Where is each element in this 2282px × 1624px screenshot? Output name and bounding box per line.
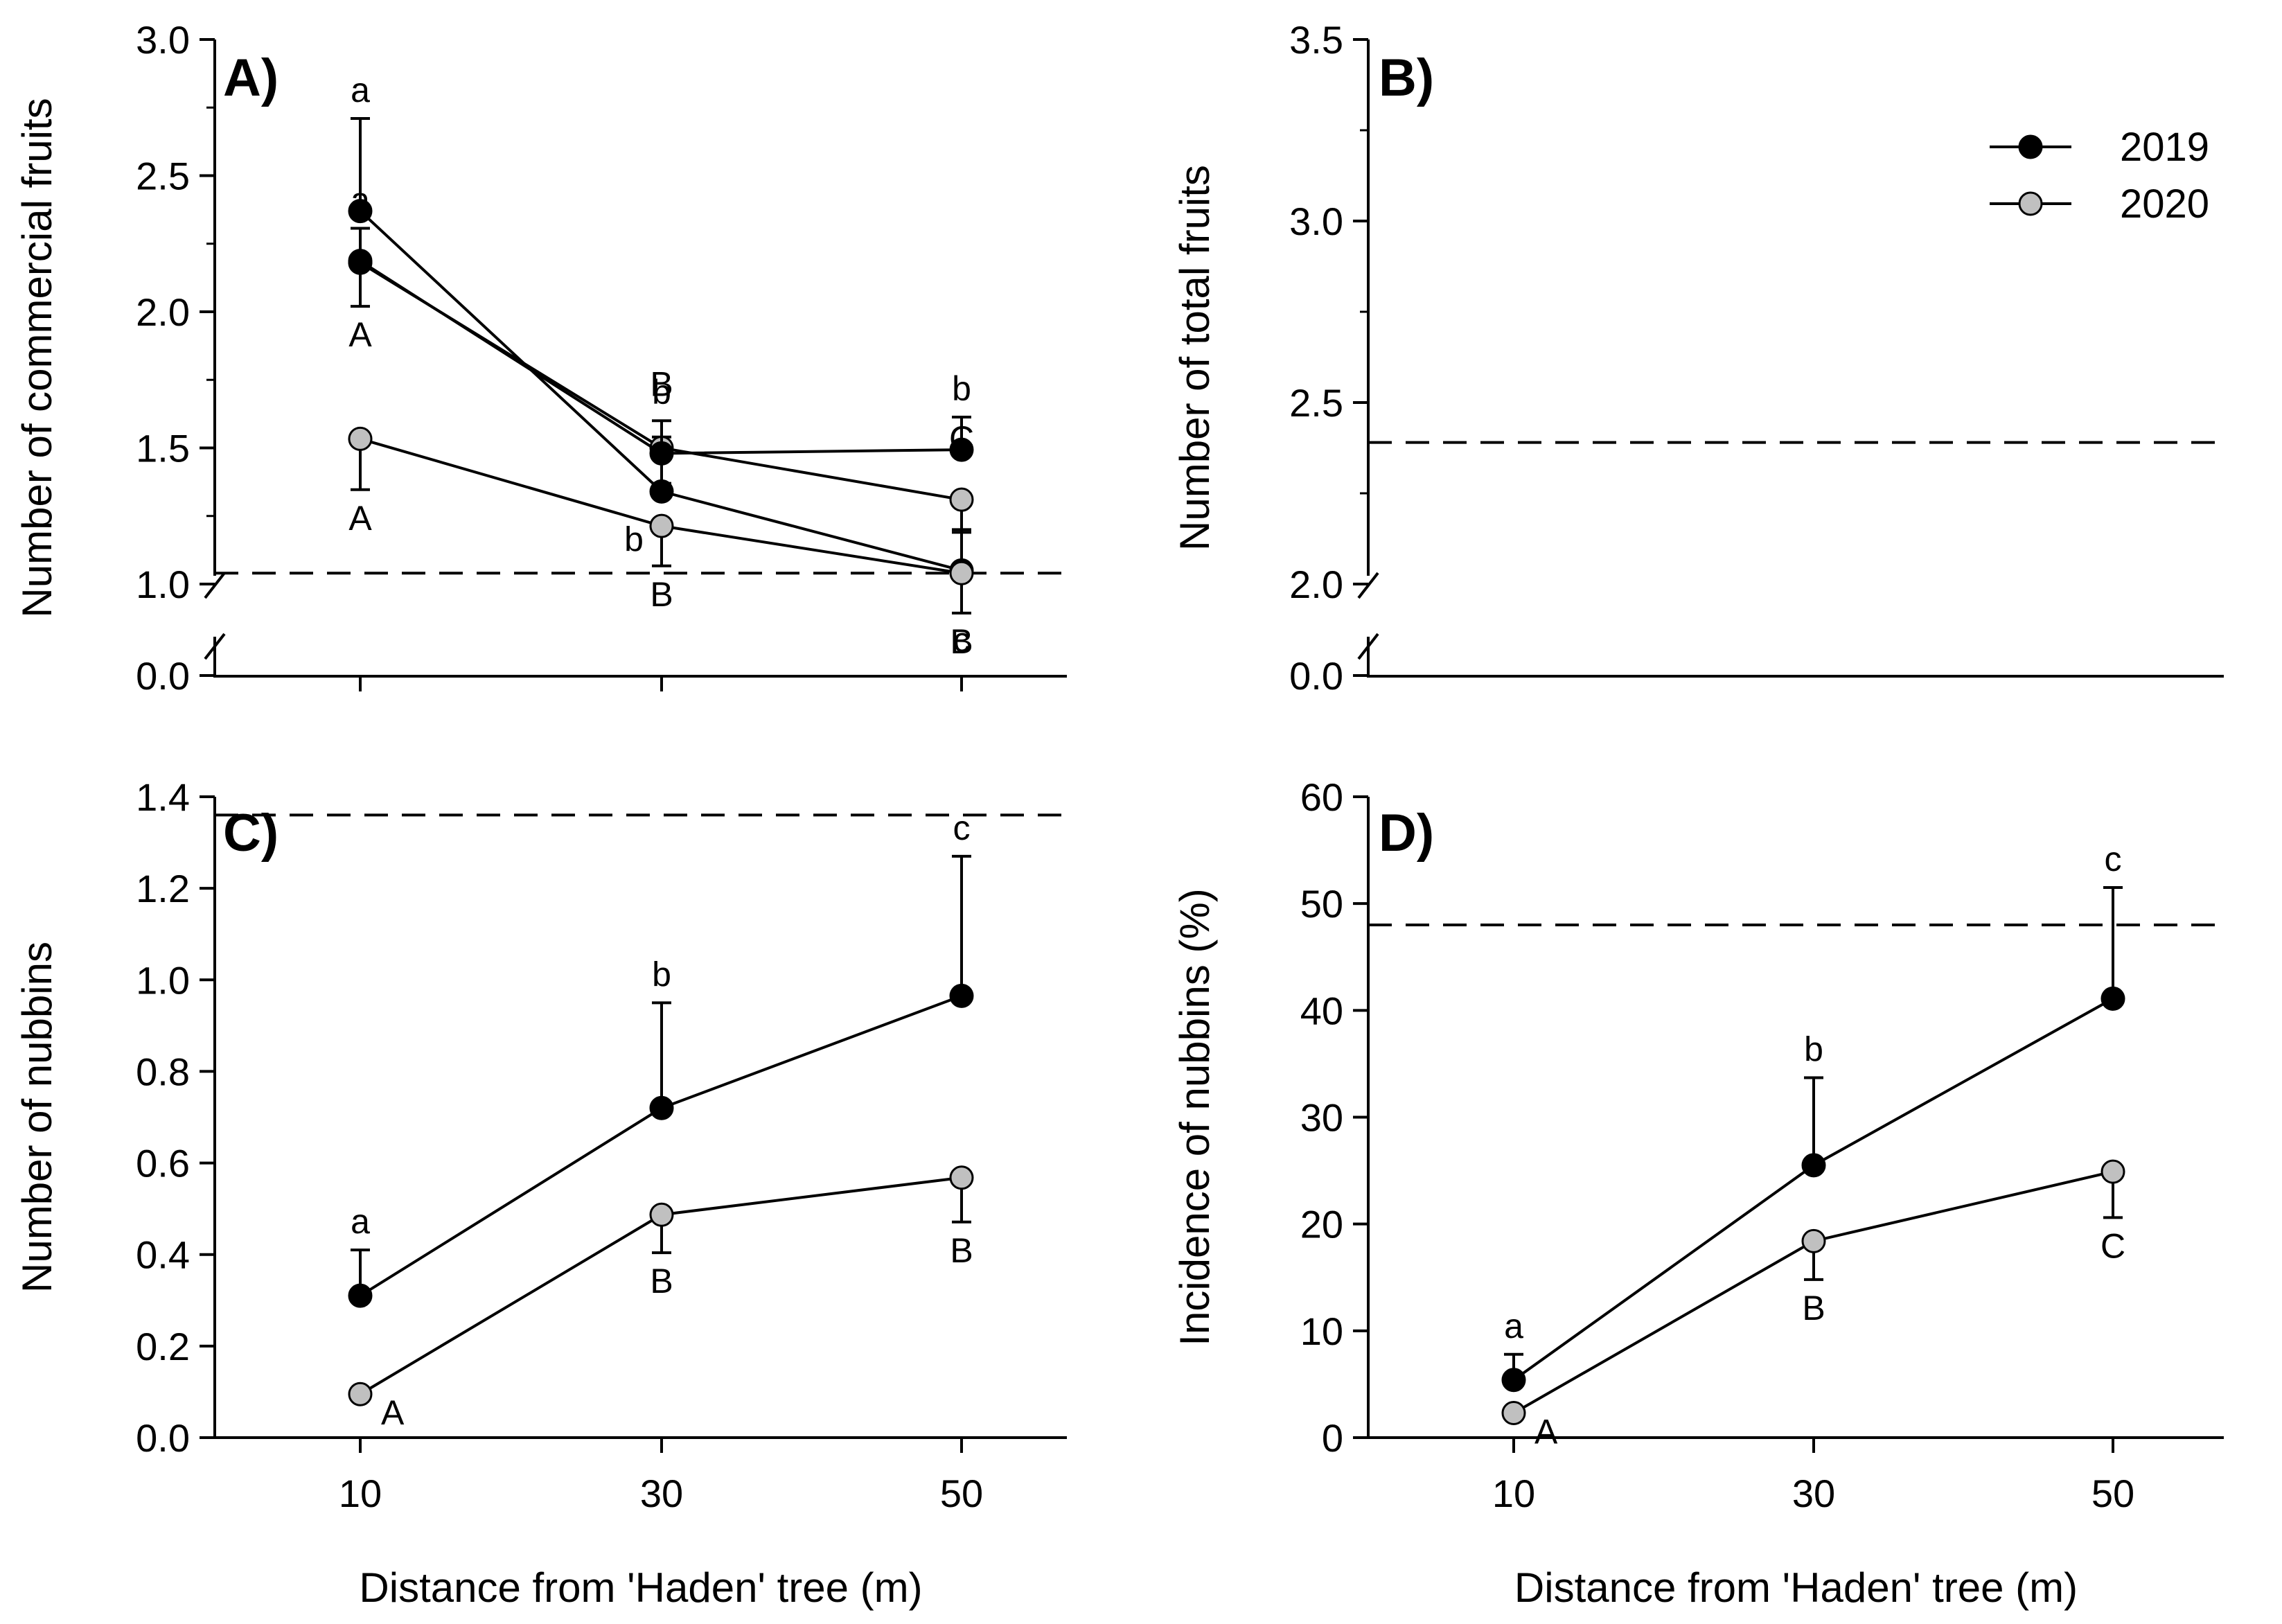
- x-tick-label: 30: [1792, 1472, 1835, 1515]
- data-point-2019: [1801, 1153, 1826, 1178]
- data-point-2020: [949, 1165, 974, 1190]
- data-point-2019: [348, 199, 373, 224]
- data-point-2019: [649, 441, 674, 466]
- panel-label: D): [1379, 804, 1434, 863]
- significance-letter: b: [652, 955, 671, 994]
- y-tick-label: 0.0: [1289, 654, 1343, 698]
- significance-letter: c: [2105, 840, 2122, 879]
- legend-label: 2019: [2120, 125, 2209, 170]
- significance-letter: c: [953, 620, 971, 659]
- y-tick-label: 10: [1300, 1309, 1343, 1353]
- data-point-2020: [348, 426, 373, 451]
- y-tick-label: 2.5: [1289, 381, 1343, 425]
- y-tick-label: 30: [1300, 1096, 1343, 1140]
- significance-letter: c: [953, 809, 971, 847]
- significance-letter: B: [650, 1262, 673, 1300]
- data-point-2019: [649, 1095, 674, 1120]
- data-point-2020: [348, 1382, 373, 1406]
- data-point-2019: [348, 249, 373, 274]
- axis-break-mark: [1357, 633, 1379, 660]
- significance-letter: A: [381, 1393, 405, 1432]
- y-tick-label: 0.4: [136, 1233, 190, 1277]
- significance-letter: C: [2100, 1226, 2125, 1265]
- significance-letter: B: [650, 364, 673, 403]
- y-axis-title: Number of nubbins: [14, 942, 60, 1293]
- significance-letter: b: [652, 373, 671, 412]
- data-point-2019: [949, 983, 974, 1008]
- y-tick-label: 0.0: [136, 654, 190, 698]
- y-tick-label: 50: [1300, 882, 1343, 926]
- y-tick-label: 0.2: [136, 1325, 190, 1368]
- y-tick-label: 0.0: [136, 1416, 190, 1460]
- y-tick-label: 1.4: [136, 775, 190, 819]
- y-tick-label: 1.0: [136, 563, 190, 606]
- data-point-2019: [1501, 1368, 1526, 1393]
- data-point-2020: [1801, 1228, 1826, 1253]
- y-tick-label: 2.0: [136, 290, 190, 334]
- y-tick-label: 0: [1322, 1416, 1343, 1460]
- data-point-2019: [649, 479, 674, 504]
- significance-letter: a: [1504, 1307, 1523, 1345]
- x-tick-label: 50: [2091, 1472, 2134, 1515]
- data-point-2019: [348, 1283, 373, 1308]
- y-tick-label: 20: [1300, 1203, 1343, 1246]
- panel-c: 0.0 0.2 0.4 0.6 0.8 1.0 1.2 1.4 10 30 50 Distance f…: [14, 775, 1067, 1611]
- significance-letter: a: [351, 180, 370, 219]
- significance-letter: B: [950, 1231, 973, 1270]
- y-tick-label: 2.5: [136, 155, 190, 198]
- significance-letter: A: [348, 499, 372, 538]
- legend-marker-2020: [2018, 191, 2043, 216]
- data-point-2020: [2100, 1159, 2125, 1184]
- significance-letter: b: [624, 520, 644, 558]
- y-tick-label: 1.0: [136, 958, 190, 1002]
- panel-label: A): [223, 48, 278, 107]
- data-point-2019: [2100, 986, 2125, 1011]
- x-tick-label: 30: [640, 1472, 683, 1515]
- significance-letter: a: [351, 1202, 370, 1241]
- significance-letter: A: [1534, 1413, 1558, 1451]
- legend-marker-2019: [2018, 134, 2043, 159]
- axis-break-mark: [204, 633, 226, 660]
- y-tick-label: 3.0: [1289, 200, 1343, 243]
- significance-letter: B: [1802, 1289, 1825, 1327]
- significance-letter: b: [952, 369, 971, 408]
- significance-letter: A: [348, 315, 372, 354]
- panel-a: 0.0 1.0 1.5 2.0 2.5 3.0 Number of commercial f…: [14, 18, 1067, 698]
- panel-label: C): [223, 804, 278, 863]
- x-axis-title: Distance from 'Haden' tree (m): [1514, 1564, 2078, 1611]
- data-point-2020: [649, 513, 674, 538]
- panel-d: 0 10 20 30 40 50 60 10 30 50 Distance from 'Haden'…: [1171, 775, 2224, 1611]
- y-tick-label: 0.6: [136, 1142, 190, 1185]
- x-tick-label: 50: [940, 1472, 983, 1515]
- significance-letter: a: [351, 71, 370, 109]
- legend-label: 2020: [2120, 182, 2209, 227]
- panel-label: B): [1379, 48, 1434, 107]
- y-tick-label: 60: [1300, 775, 1343, 819]
- data-point-2020: [949, 487, 974, 512]
- significance-letter: b: [1804, 1030, 1823, 1068]
- panel-b: 0.0 2.0 2.5 3.0 3.5 Number of total fruits B) a…: [348, 18, 2224, 698]
- legend: 2019 2020: [1990, 125, 2209, 227]
- y-axis-title: Number of total fruits: [1171, 165, 1218, 551]
- y-axis-title: Incidence of nubbins (%): [1171, 888, 1218, 1345]
- y-axis-title: Number of commercial fruits: [14, 98, 60, 617]
- x-axis-title: Distance from 'Haden' tree (m): [359, 1564, 922, 1611]
- y-tick-label: 1.2: [136, 867, 190, 910]
- data-point-2020: [649, 1202, 674, 1227]
- y-tick-label: 3.5: [1289, 18, 1343, 62]
- y-tick-label: 2.0: [1289, 563, 1343, 606]
- significance-letter: B: [650, 575, 673, 614]
- x-tick-label: 10: [1492, 1472, 1535, 1515]
- y-tick-label: 40: [1300, 989, 1343, 1032]
- data-point-2019: [949, 437, 974, 462]
- y-tick-label: 3.0: [136, 18, 190, 62]
- data-point-2020: [1501, 1401, 1526, 1426]
- x-tick-label: 10: [339, 1472, 382, 1515]
- data-point-2020: [949, 561, 974, 585]
- y-tick-label: 1.5: [136, 427, 190, 470]
- significance-letter: B: [950, 622, 973, 661]
- y-tick-label: 0.8: [136, 1050, 190, 1093]
